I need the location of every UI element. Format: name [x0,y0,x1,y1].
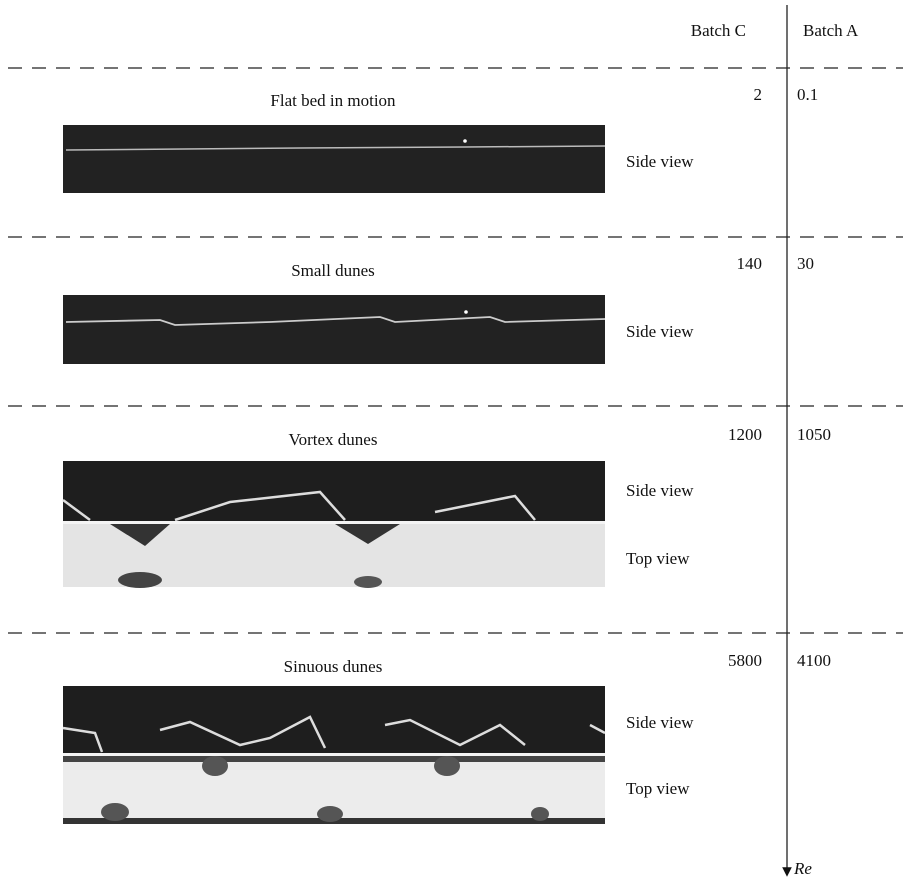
image-divider [63,753,605,756]
regime-title: Small dunes [291,261,375,280]
dune-blob [202,756,228,776]
batch-a-value: 4100 [797,651,831,670]
batch-a-value: 1050 [797,425,831,444]
figure: Batch C Batch A Re Flat bed in motion 2 … [0,0,903,883]
view-label: Side view [626,481,694,500]
dune-blob [354,576,382,588]
side-image [63,295,605,364]
view-label: Side view [626,322,694,341]
particle [464,310,468,314]
regime-title: Flat bed in motion [270,91,396,110]
dune-blob [317,806,343,822]
side-image [63,125,605,193]
regime-title: Sinuous dunes [284,657,383,676]
column-header: Batch A [803,21,859,40]
view-label: Side view [626,152,694,171]
view-label: Side view [626,713,694,732]
batch-c-value: 5800 [728,651,762,670]
batch-c-value: 1200 [728,425,762,444]
batch-a-value: 0.1 [797,85,818,104]
side-image [63,461,605,522]
view-label: Top view [626,779,690,798]
batch-a-value: 30 [797,254,814,273]
regime-title: Vortex dunes [289,430,378,449]
column-header: Batch C [691,21,746,40]
dune-blob [101,803,129,821]
dune-blob [531,807,549,821]
batch-c-value: 140 [737,254,763,273]
batch-c-value: 2 [754,85,763,104]
image-divider [63,521,605,524]
dune-blob [118,572,162,588]
dune-blob [434,756,460,776]
particle [463,139,467,143]
axis-label: Re [793,859,812,878]
image-edge [63,756,605,762]
view-label: Top view [626,549,690,568]
